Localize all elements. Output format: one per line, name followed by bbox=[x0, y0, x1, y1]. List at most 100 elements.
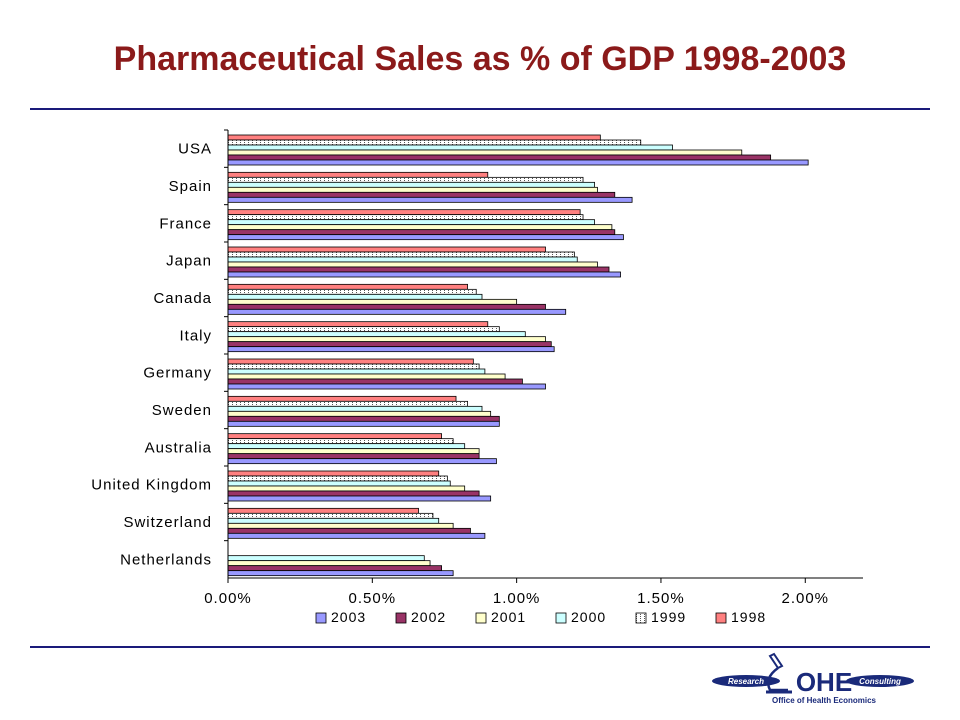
bar-switzerland-2003 bbox=[227, 532, 486, 539]
bar-france-2000 bbox=[227, 219, 595, 226]
bar-canada-1998 bbox=[227, 283, 468, 290]
bar-germany-1998 bbox=[227, 358, 474, 365]
bar-australia-1998 bbox=[227, 433, 442, 440]
bar-united-kingdom-2000 bbox=[227, 480, 451, 487]
legend-swatch-1999 bbox=[635, 612, 647, 624]
bar-canada-2002 bbox=[227, 303, 546, 310]
bar-usa-1998 bbox=[227, 134, 601, 141]
bar-canada-1999 bbox=[227, 288, 477, 295]
bar-spain-2000 bbox=[227, 181, 595, 188]
logo-tagline: Office of Health Economics bbox=[772, 696, 877, 705]
category-label: Netherlands bbox=[120, 551, 212, 568]
bar-united-kingdom-1999 bbox=[227, 475, 448, 482]
bar-usa-2001 bbox=[227, 149, 743, 156]
legend-swatch-2002 bbox=[395, 612, 407, 624]
bar-germany-2000 bbox=[227, 368, 486, 375]
bar-sweden-1998 bbox=[227, 395, 457, 402]
bar-japan-2002 bbox=[227, 266, 610, 273]
bar-spain-2002 bbox=[227, 191, 616, 198]
bar-sweden-2003 bbox=[227, 420, 500, 427]
x-tick-label: 0.50% bbox=[349, 590, 397, 607]
bar-spain-1999 bbox=[227, 176, 584, 183]
bar-germany-1999 bbox=[227, 363, 480, 370]
bar-spain-2001 bbox=[227, 186, 598, 193]
bar-united-kingdom-2003 bbox=[227, 495, 492, 502]
logo-right-pill bbox=[846, 675, 914, 687]
bar-japan-2003 bbox=[227, 271, 621, 278]
category-label: Sweden bbox=[152, 402, 212, 419]
ohe-logo: Research Consulting OHE Office of Health… bbox=[712, 652, 914, 705]
bar-france-2002 bbox=[227, 229, 616, 236]
category-label: France bbox=[159, 215, 212, 232]
logo-brand-text: OHE bbox=[796, 667, 852, 697]
legend-swatch-2000 bbox=[555, 612, 567, 624]
legend-swatch-2001 bbox=[475, 612, 487, 624]
bar-italy-2003 bbox=[227, 346, 555, 353]
bar-france-2001 bbox=[227, 224, 613, 231]
microscope-icon bbox=[766, 652, 792, 694]
bar-australia-2002 bbox=[227, 453, 480, 460]
category-label: United Kingdom bbox=[91, 477, 212, 494]
category-label: Spain bbox=[169, 178, 212, 195]
bar-united-kingdom-2002 bbox=[227, 490, 480, 497]
bar-australia-2001 bbox=[227, 448, 480, 455]
bar-italy-1999 bbox=[227, 326, 500, 333]
category-label: Germany bbox=[143, 365, 212, 382]
bar-japan-2000 bbox=[227, 256, 578, 263]
bar-france-2003 bbox=[227, 234, 624, 241]
category-label: Switzerland bbox=[123, 514, 212, 531]
logo-right-text: Consulting bbox=[859, 677, 901, 686]
bar-japan-1998 bbox=[227, 246, 546, 253]
legend-label-2001: 2001 bbox=[491, 609, 526, 625]
bar-switzerland-1999 bbox=[227, 512, 434, 519]
bar-italy-2002 bbox=[227, 341, 552, 348]
bar-netherlands-2001 bbox=[227, 560, 431, 567]
bar-italy-2000 bbox=[227, 331, 526, 338]
bar-switzerland-1998 bbox=[227, 507, 419, 514]
x-tick-label: 0.00% bbox=[204, 590, 252, 607]
category-label: Canada bbox=[153, 290, 212, 307]
bar-germany-2001 bbox=[227, 373, 506, 380]
legend-label-2003: 2003 bbox=[331, 609, 366, 625]
bar-japan-1999 bbox=[227, 251, 575, 258]
bar-usa-2000 bbox=[227, 144, 673, 151]
bar-sweden-2001 bbox=[227, 410, 492, 417]
bar-usa-2003 bbox=[227, 159, 809, 166]
bar-switzerland-2000 bbox=[227, 517, 440, 524]
top-divider bbox=[30, 108, 930, 110]
logo-left-text: Research bbox=[728, 677, 764, 686]
bottom-divider bbox=[30, 646, 930, 648]
bar-usa-2002 bbox=[227, 154, 772, 161]
bar-australia-1999 bbox=[227, 438, 454, 445]
chart-title: Pharmaceutical Sales as % of GDP 1998-20… bbox=[113, 40, 847, 78]
bar-italy-1998 bbox=[227, 321, 489, 328]
bar-netherlands-2000 bbox=[227, 555, 425, 562]
bar-japan-2001 bbox=[227, 261, 598, 268]
bar-france-1999 bbox=[227, 214, 584, 221]
legend-label-1998: 1998 bbox=[731, 609, 766, 625]
bar-switzerland-2001 bbox=[227, 522, 454, 529]
bar-netherlands-2002 bbox=[227, 565, 442, 572]
bar-canada-2000 bbox=[227, 293, 483, 300]
legend-label-2000: 2000 bbox=[571, 609, 606, 625]
category-label: Italy bbox=[179, 327, 212, 344]
bar-sweden-2000 bbox=[227, 405, 483, 412]
bar-sweden-2002 bbox=[227, 415, 500, 422]
x-tick-label: 1.00% bbox=[493, 590, 541, 607]
logo-left-pill bbox=[712, 675, 780, 687]
bar-spain-2003 bbox=[227, 196, 633, 203]
x-tick-label: 2.00% bbox=[781, 590, 829, 607]
bar-canada-2001 bbox=[227, 298, 518, 305]
legend-swatch-1998 bbox=[715, 612, 727, 624]
category-label: Australia bbox=[145, 439, 212, 456]
bar-germany-2002 bbox=[227, 378, 523, 385]
bar-australia-2003 bbox=[227, 458, 497, 465]
bar-germany-2003 bbox=[227, 383, 546, 390]
bar-canada-2003 bbox=[227, 308, 567, 315]
bar-australia-2000 bbox=[227, 443, 466, 450]
x-tick-label: 1.50% bbox=[637, 590, 685, 607]
bar-italy-2001 bbox=[227, 336, 546, 343]
bar-united-kingdom-1998 bbox=[227, 470, 440, 477]
legend-label-2002: 2002 bbox=[411, 609, 446, 625]
